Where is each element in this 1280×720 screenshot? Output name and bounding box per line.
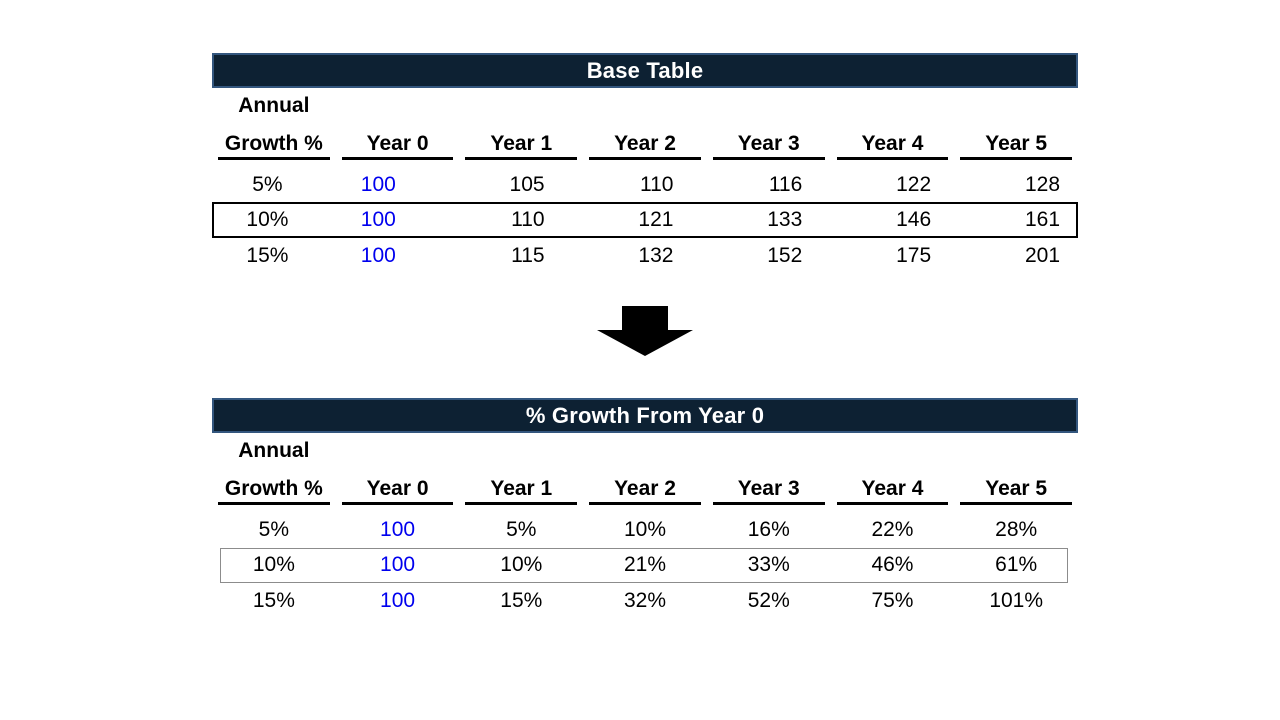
year-header: Year 4 [836,132,949,160]
year-header-cell: Year 4 [831,477,955,505]
table-title-bar: % Growth From Year 0 [212,398,1078,433]
value-cell: 146 [896,208,932,232]
value-cell: 46% [871,553,914,577]
row-header-line2-cell: Growth % [212,477,336,505]
year-header: Year 3 [712,477,825,505]
table-title: Base Table [586,57,704,83]
value-cell: 5% [506,517,537,541]
base-table: Base Table Annual Growth % Year 0 Year 1 Year… [212,53,1078,274]
year-header-cell: Year 5 [954,477,1078,505]
growth-from-year0-table: % Growth From Year 0 Annual Growth % Year 0… [212,398,1078,619]
value-cell: 132 [638,243,674,267]
year0-value-cell: 100 [360,172,396,196]
year0-value-cell: 100 [360,208,396,232]
year-header: Year 2 [589,132,701,160]
value-cell: 115 [511,243,545,267]
value-cell: 122 [896,172,932,196]
year-header: Year 5 [960,132,1073,160]
column-header-row-1: Annual [212,88,1078,123]
value-cell: 110 [511,208,545,232]
value-cell: 32% [624,588,667,612]
row-header-line2-cell: Growth % [212,132,336,160]
value-cell: 16% [747,517,790,541]
value-cell: 152 [767,243,803,267]
year-header-cell: Year 2 [583,132,707,160]
row-header-line1-cell: Annual [212,439,336,463]
year-header-cell: Year 4 [831,132,955,160]
row-header-line2: Growth % [218,132,330,160]
down-arrow-shape [597,306,693,356]
value-cell: 61% [995,553,1038,577]
year-header: Year 2 [589,477,701,505]
table-rows: 5% 100 105 110 116 122 128 10% 100 110 121 133 146 16… [212,167,1078,274]
year-header: Year 5 [960,477,1073,505]
year0-value-cell: 100 [380,588,416,612]
value-cell: 75% [871,588,914,612]
row-header-line1: Annual [238,93,310,117]
table-row: 5% 100 5% 10% 16% 22% 28% [212,512,1078,548]
column-header-row-1: Annual [212,433,1078,468]
year-header-cell: Year 5 [954,132,1078,160]
year0-value-cell: 100 [360,243,396,267]
table-rows: 5% 100 5% 10% 16% 22% 28% 10% 100 10% 21% 33% 46% 61%… [212,512,1078,619]
table-row: 15% 100 115 132 152 175 201 [212,238,1078,274]
value-cell: 201 [1024,243,1061,267]
growth-rate-cell: 15% [252,588,295,612]
value-cell: 105 [509,172,545,196]
value-cell: 175 [896,243,932,267]
value-cell: 33% [747,553,790,577]
value-cell: 21% [624,553,667,577]
growth-rate-cell: 5% [258,517,290,541]
growth-rate-cell: 5% [252,172,283,196]
value-cell: 22% [871,517,914,541]
value-cell: 133 [767,208,803,232]
year-header-cell: Year 0 [336,477,460,505]
value-cell: 28% [995,517,1038,541]
year-header: Year 1 [465,132,578,160]
table-row: 15% 100 15% 32% 52% 75% 101% [212,583,1078,619]
year-header-cell: Year 1 [459,132,583,160]
value-cell: 128 [1024,172,1061,196]
row-header-line2: Growth % [218,477,330,505]
year-header: Year 4 [836,477,949,505]
year-header: Year 1 [465,477,578,505]
year-header-cell: Year 3 [707,477,831,505]
year-header: Year 3 [712,132,825,160]
row-header-line1-cell: Annual [212,94,336,118]
table-row: 10% 100 110 121 133 146 161 [212,201,1078,238]
year-header: Year 0 [341,132,454,160]
year-header-cell: Year 2 [583,477,707,505]
value-cell: 116 [768,172,803,196]
table-title: % Growth From Year 0 [525,402,765,428]
table-title-bar: Base Table [212,53,1078,88]
column-header-row-2: Growth % Year 0 Year 1 Year 2 Year 3 Year 4 Ye… [212,468,1078,505]
year-header-cell: Year 0 [336,132,460,160]
table-row: 5% 100 105 110 116 122 128 [212,167,1078,203]
down-arrow-icon [597,306,693,356]
value-cell: 161 [1024,208,1061,232]
value-cell: 10% [624,517,667,541]
growth-rate-cell: 10% [246,208,289,232]
year0-value-cell: 100 [380,517,416,541]
value-cell: 10% [500,553,543,577]
year-header-cell: Year 1 [459,477,583,505]
value-cell: 101% [989,588,1044,612]
row-header-line1: Annual [238,438,310,462]
growth-rate-cell: 10% [252,553,295,577]
year-header-cell: Year 3 [707,132,831,160]
value-cell: 52% [747,588,790,612]
value-cell: 121 [638,208,674,232]
value-cell: 110 [639,172,674,196]
column-header-row-2: Growth % Year 0 Year 1 Year 2 Year 3 Year 4 Ye… [212,123,1078,160]
growth-rate-cell: 15% [246,243,289,267]
year-header: Year 0 [341,477,454,505]
value-cell: 15% [500,588,543,612]
table-row: 10% 100 10% 21% 33% 46% 61% [212,547,1078,583]
year0-value-cell: 100 [380,553,416,577]
